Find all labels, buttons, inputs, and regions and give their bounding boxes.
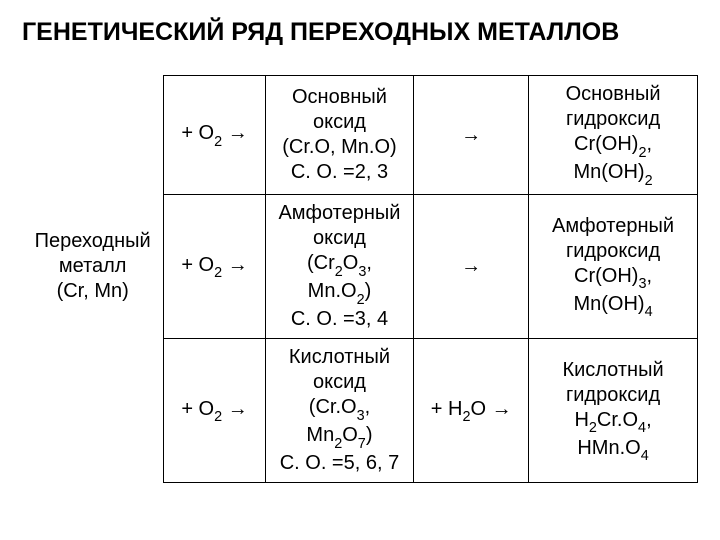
amphoteric-hydroxide: Амфотерный гидроксид Cr(OH)3, Mn(OH)4 bbox=[529, 195, 698, 339]
left-spacer-3 bbox=[22, 339, 164, 483]
genetic-series-table: + O2 → Основный оксид (Cr.O, Mn.O) C. O.… bbox=[22, 75, 698, 483]
arrow-2: → bbox=[414, 195, 529, 339]
acidic-hydroxide: Кислотный гидроксид H2Cr.O4, HMn.O4 bbox=[529, 339, 698, 483]
reagent-2: + O2 → bbox=[164, 195, 265, 339]
page-title: ГЕНЕТИЧЕСКИЙ РЯД ПЕРЕХОДНЫХ МЕТАЛЛОВ bbox=[22, 18, 698, 47]
left-spacer-1 bbox=[22, 76, 164, 195]
arrow-1: → bbox=[414, 76, 529, 195]
basic-hydroxide: Основный гидроксид Cr(OH)2, Mn(OH)2 bbox=[529, 76, 698, 195]
water-reagent: + H2O → bbox=[414, 339, 529, 483]
reagent-3: + O2 → bbox=[164, 339, 265, 483]
amphoteric-oxide: Амфотерный оксид (Cr2O3, Mn.O2) C. O. =3… bbox=[265, 195, 414, 339]
acidic-oxide: Кислотный оксид (Cr.O3, Mn2O7) C. O. =5,… bbox=[265, 339, 414, 483]
basic-oxide: Основный оксид (Cr.O, Mn.O) C. O. =2, 3 bbox=[265, 76, 414, 195]
transition-metal-label: Переходный металл (Cr, Mn) bbox=[22, 195, 164, 339]
reagent-1: + O2 → bbox=[164, 76, 265, 195]
